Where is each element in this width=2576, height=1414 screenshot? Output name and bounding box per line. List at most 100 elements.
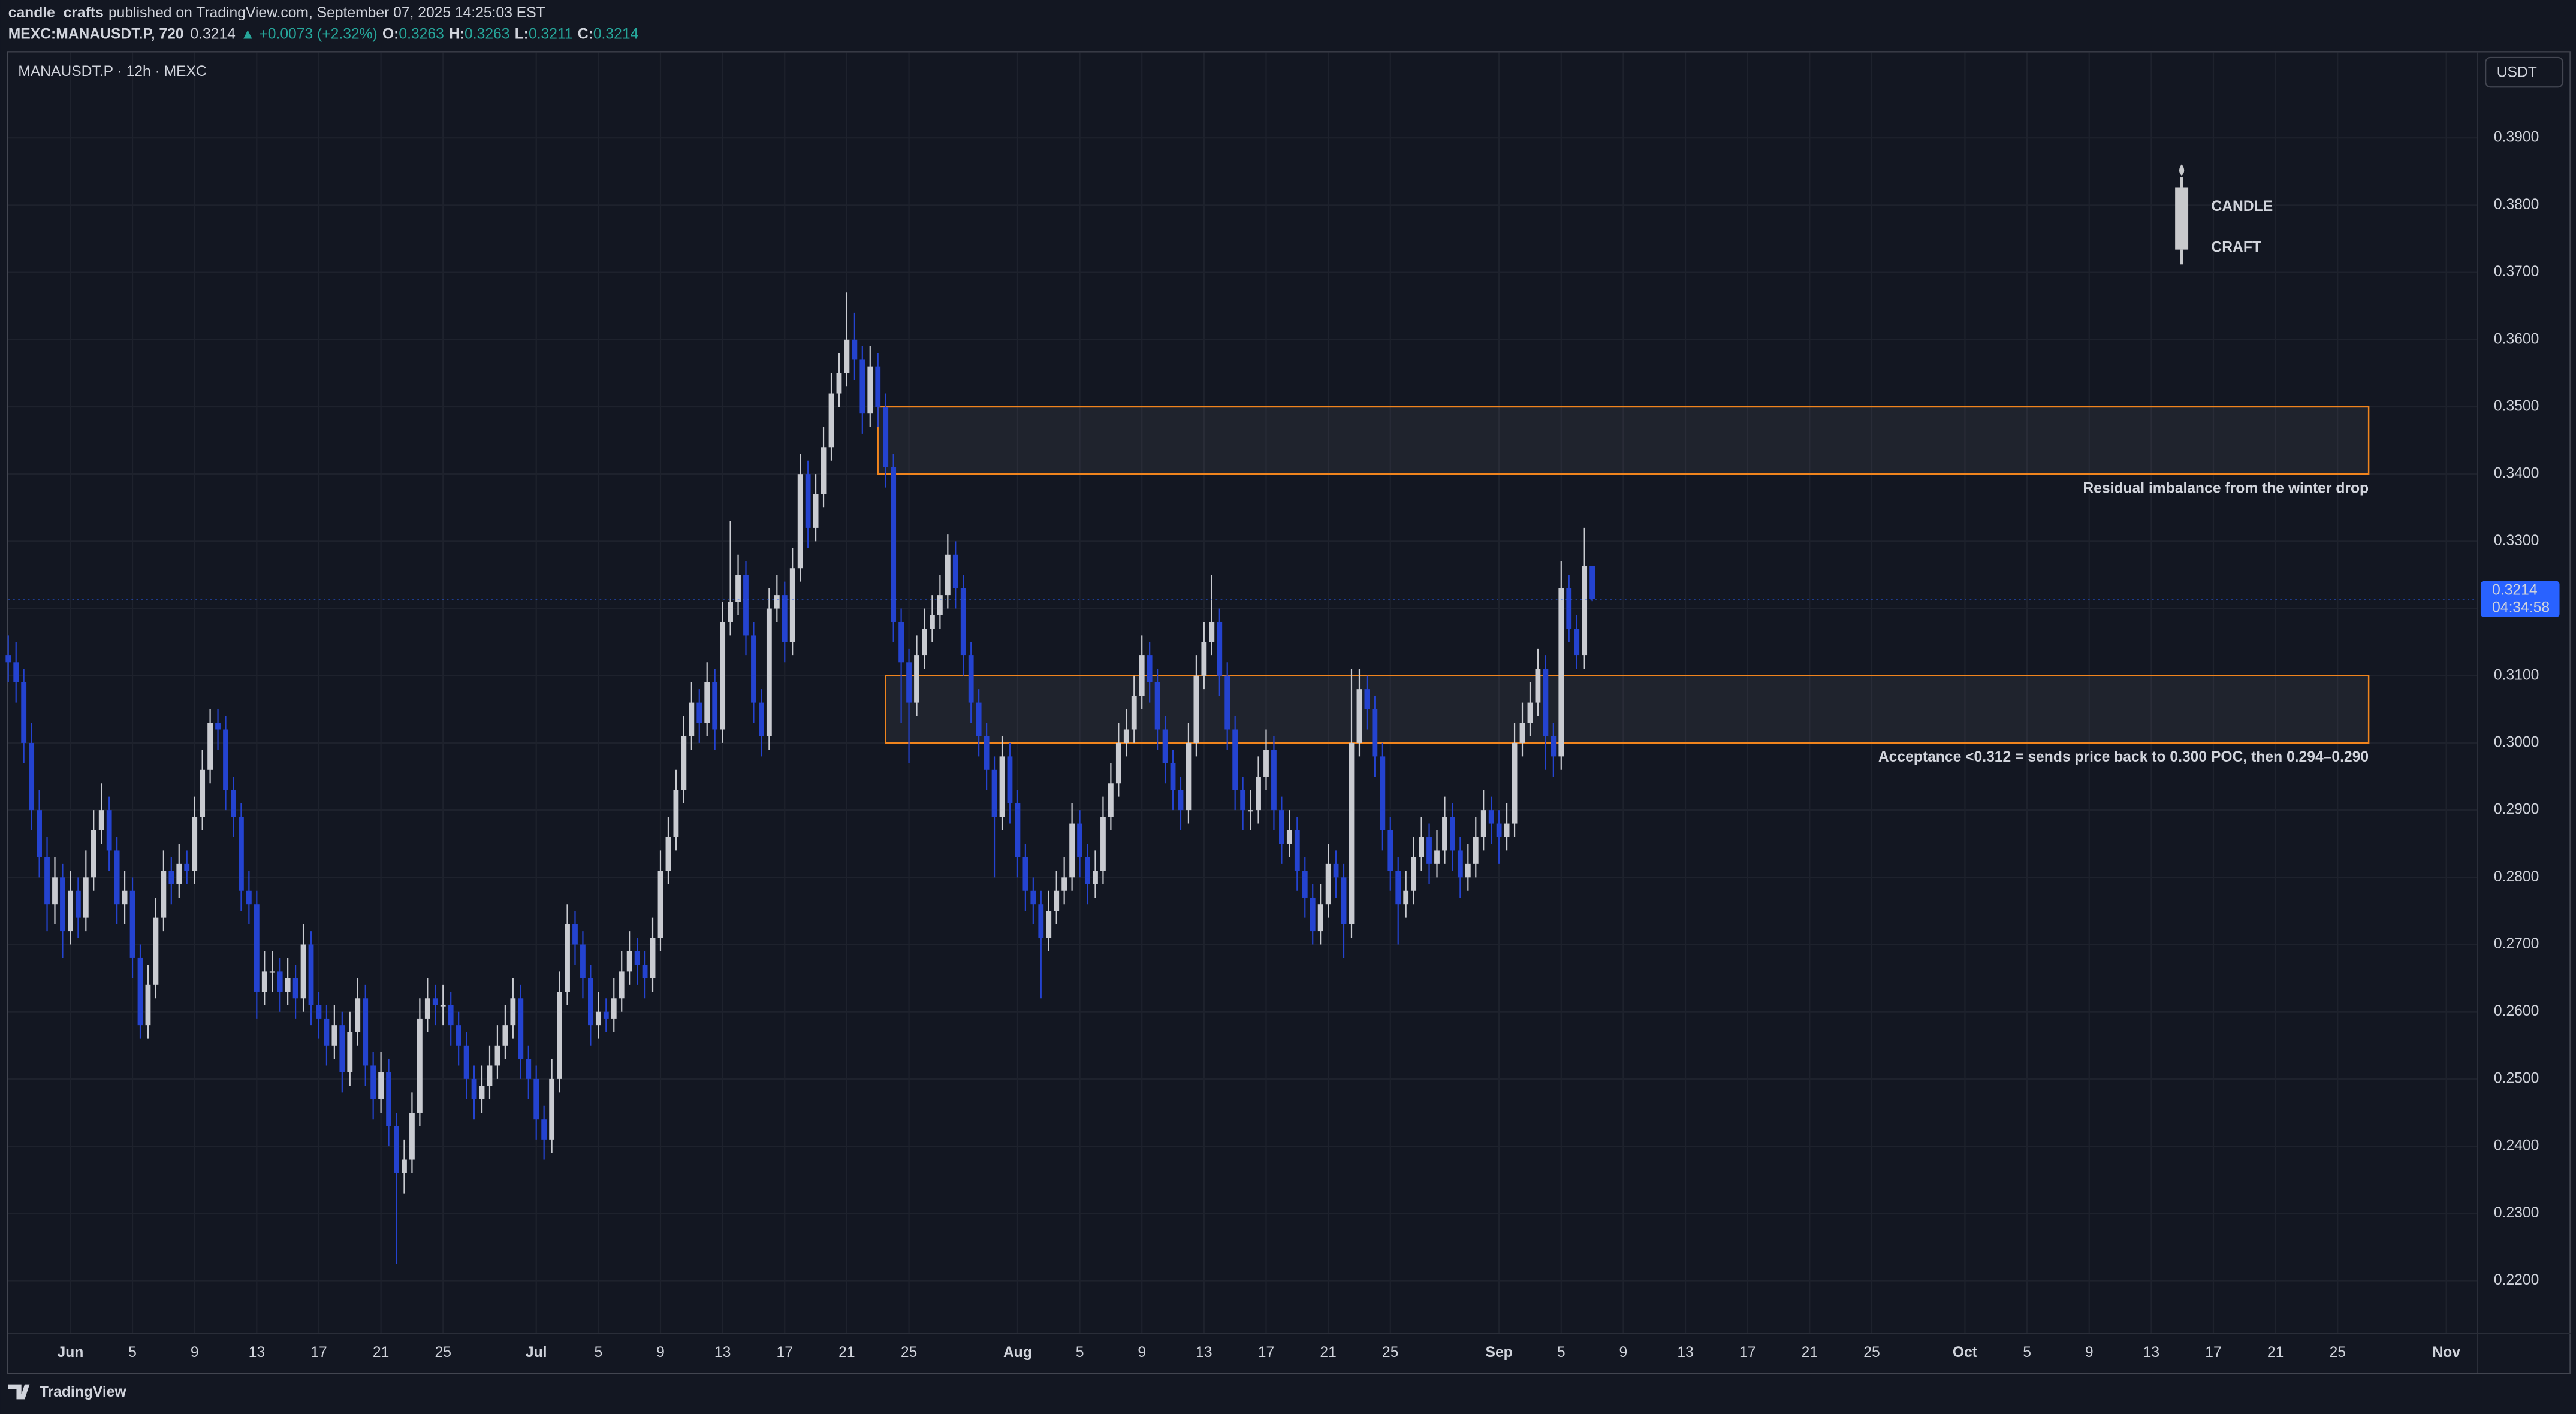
candle-body xyxy=(867,366,873,414)
y-tick-label: 0.2900 xyxy=(2494,802,2539,818)
candle-body xyxy=(999,756,1005,817)
candle-body xyxy=(1030,890,1036,905)
candle-body xyxy=(1186,742,1192,811)
candle-body xyxy=(394,1126,399,1173)
candle-body xyxy=(1294,830,1300,871)
author: candle_crafts xyxy=(8,4,104,20)
ohlc-value: 0.3214 xyxy=(593,26,638,42)
candle-body xyxy=(1325,863,1331,905)
candle-body xyxy=(1162,729,1168,763)
candle-body xyxy=(254,904,260,992)
candle-body xyxy=(1582,566,1588,656)
y-tick-label: 0.2600 xyxy=(2494,1003,2539,1019)
candle-body xyxy=(751,635,756,703)
candle-body xyxy=(1154,682,1160,730)
x-tick-label: 25 xyxy=(901,1344,917,1361)
candle-body xyxy=(363,998,369,1066)
candle-body xyxy=(565,924,570,992)
zone-label: Acceptance <0.312 = sends price back to … xyxy=(1878,749,2369,765)
candle-body xyxy=(735,575,741,602)
x-tick-label: Jun xyxy=(57,1344,83,1361)
candle-body xyxy=(409,1112,415,1160)
candle-body xyxy=(378,1072,384,1099)
zone-box xyxy=(877,406,2370,475)
y-tick-label: 0.3600 xyxy=(2494,331,2539,347)
x-tick-label: 5 xyxy=(2023,1344,2031,1361)
candle-body xyxy=(906,662,912,703)
candle-body xyxy=(432,998,438,1005)
candle-body xyxy=(370,1065,376,1099)
x-tick-label: 9 xyxy=(656,1344,665,1361)
x-tick-label: 9 xyxy=(1138,1344,1146,1361)
countdown: 04:34:58 xyxy=(2492,599,2550,615)
candle-body xyxy=(424,998,430,1019)
candle-body xyxy=(518,998,524,1059)
y-tick-label: 0.2700 xyxy=(2494,936,2539,952)
candle-body xyxy=(1015,803,1021,857)
candle-body xyxy=(145,984,151,1026)
x-tick-label: 5 xyxy=(128,1344,137,1361)
candle-body xyxy=(129,890,135,958)
x-tick-label: Oct xyxy=(1953,1344,1977,1361)
candle-body xyxy=(541,1119,547,1140)
y-tick-label: 0.3100 xyxy=(2494,667,2539,683)
candle-body xyxy=(821,447,827,494)
candle-body xyxy=(176,863,182,884)
candle-body xyxy=(1419,836,1424,857)
candle-body xyxy=(572,924,578,945)
candle-body xyxy=(642,965,648,978)
candle-body xyxy=(1302,871,1308,898)
candle-body xyxy=(5,655,11,663)
candle-body xyxy=(1380,756,1386,830)
candle-body xyxy=(1465,863,1471,878)
last-price-tag xyxy=(2480,581,2560,617)
candle-body xyxy=(1022,857,1028,891)
candle-body xyxy=(945,554,951,596)
candle-body xyxy=(1069,823,1075,878)
candle-body xyxy=(510,998,516,1026)
candle-body xyxy=(805,474,811,528)
candle-body xyxy=(619,971,625,999)
candle-body xyxy=(1115,742,1121,784)
candle-body xyxy=(1480,810,1486,837)
chart-frame xyxy=(7,51,2571,1374)
candle-body xyxy=(1240,790,1246,811)
candle-body xyxy=(681,736,687,790)
candle-body xyxy=(922,629,927,656)
candle-body xyxy=(207,723,213,770)
currency-button[interactable] xyxy=(2485,56,2564,88)
candle-body xyxy=(720,621,726,730)
candle-body xyxy=(852,339,858,360)
candle-body xyxy=(991,769,997,817)
candle-body xyxy=(1193,675,1199,743)
ohlc-label: L: xyxy=(515,26,529,42)
candle-body xyxy=(37,810,42,857)
candle-body xyxy=(836,373,842,394)
candle-body xyxy=(1434,850,1440,864)
candle-body xyxy=(657,871,663,938)
candle-body xyxy=(1566,588,1572,629)
x-tick-label: 13 xyxy=(1196,1344,1212,1361)
candle-body xyxy=(386,1072,391,1126)
candle-body xyxy=(1473,836,1479,864)
candle-body xyxy=(1170,763,1176,790)
candle-body xyxy=(1512,742,1518,824)
candle-body xyxy=(1046,911,1052,938)
candle-body xyxy=(1038,904,1044,938)
x-tick-label: Sep xyxy=(1486,1344,1513,1361)
x-tick-label: 17 xyxy=(310,1344,327,1361)
candle-body xyxy=(1504,823,1510,837)
currency[interactable]: USDT xyxy=(2497,64,2537,80)
candle-body xyxy=(595,1011,601,1026)
candle-body xyxy=(192,817,198,871)
candle-body xyxy=(114,850,120,905)
candle-body xyxy=(402,1159,407,1173)
x-tick-label: 13 xyxy=(2143,1344,2159,1361)
candle-body xyxy=(1061,877,1067,891)
x-tick-label: 17 xyxy=(2205,1344,2221,1361)
candle-body xyxy=(239,817,244,891)
candle-body xyxy=(1411,857,1417,891)
